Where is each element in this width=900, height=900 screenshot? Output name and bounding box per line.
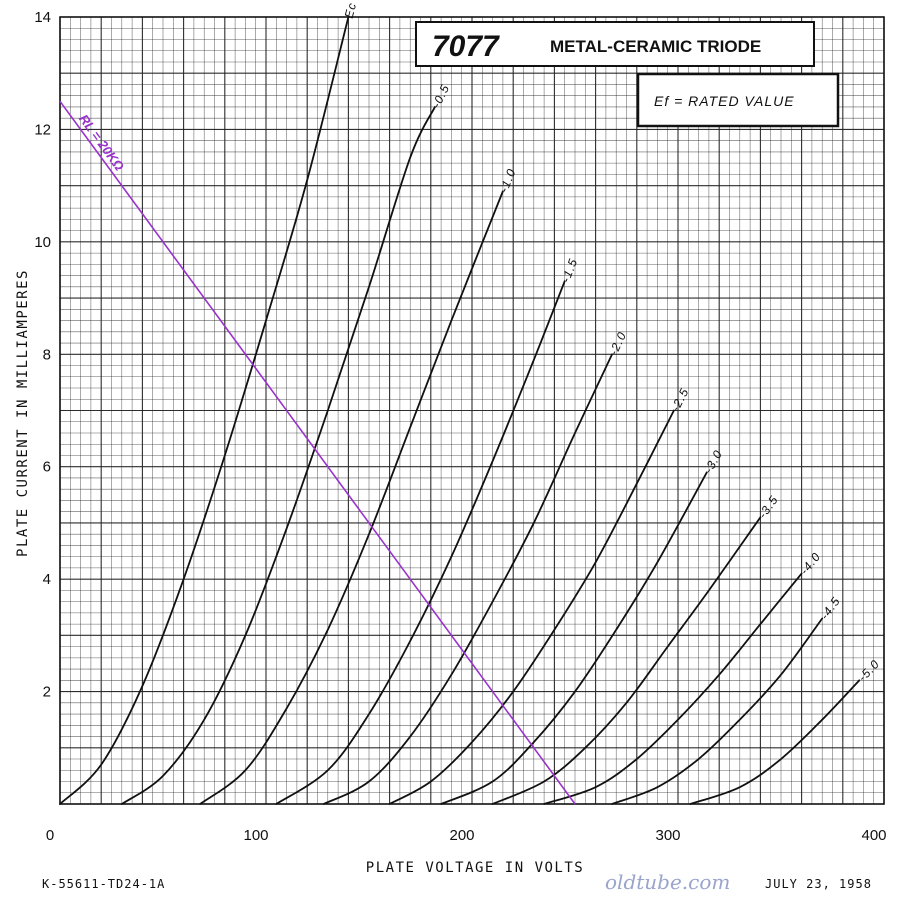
y-tick-label: 6 <box>43 459 51 476</box>
y-axis-title: PLATE CURRENT IN MILLIAMPERES <box>15 269 31 557</box>
curve-0 <box>59 16 350 805</box>
y-tick-label: 12 <box>34 121 51 138</box>
curve-label-7: -3.5 <box>755 493 781 521</box>
chart-title: 7077 <box>432 30 500 63</box>
curve-label-3: -1.5 <box>558 256 580 284</box>
curve-9 <box>611 617 824 805</box>
x-tick-label: 300 <box>655 827 680 844</box>
curve-3 <box>275 280 566 805</box>
curve-label-4: -2.0 <box>606 329 629 357</box>
x-tick-label: 400 <box>861 827 886 844</box>
curve-5 <box>388 409 675 805</box>
grid <box>59 16 885 805</box>
curve-10 <box>689 679 861 805</box>
x-axis-title: PLATE VOLTAGE IN VOLTS <box>366 860 584 876</box>
curve-2 <box>199 190 504 805</box>
title-box: 7077 METAL-CERAMIC TRIODE <box>415 21 815 67</box>
x-tick-label: 0 <box>46 827 54 844</box>
curve-label-1: -0.5 <box>429 82 452 110</box>
curves <box>59 16 861 805</box>
curve-7 <box>491 516 762 805</box>
x-tick-label: 100 <box>243 827 268 844</box>
plot-frame <box>59 16 885 805</box>
curve-6 <box>440 471 708 805</box>
curve-1 <box>120 106 436 805</box>
curve-4 <box>322 353 613 805</box>
document-date: JULY 23, 1958 <box>765 877 872 891</box>
curve-label-2: -1.0 <box>497 166 519 194</box>
y-tick-label: 14 <box>34 9 51 26</box>
y-tick-label: 2 <box>43 684 51 701</box>
curve-8 <box>543 572 803 805</box>
y-tick-label: 4 <box>43 571 51 588</box>
watermark: oldtube.com <box>605 870 730 894</box>
curve-label-9: -4.5 <box>817 594 843 622</box>
x-tick-label: 200 <box>449 827 474 844</box>
y-tick-label: 8 <box>43 346 51 363</box>
curve-label-6: -3.0 <box>701 447 725 475</box>
document-code: K-55611-TD24-1A <box>42 877 165 891</box>
load-line <box>59 100 576 805</box>
condition-box: Ef = RATED VALUE <box>636 72 840 128</box>
chart-subtitle: METAL-CERAMIC TRIODE <box>550 37 761 56</box>
y-tick-label: 10 <box>34 234 51 251</box>
axes: 0 100 200 300 400 2 4 6 8 10 12 14 <box>34 9 886 844</box>
condition-label: Ef = RATED VALUE <box>654 93 795 109</box>
